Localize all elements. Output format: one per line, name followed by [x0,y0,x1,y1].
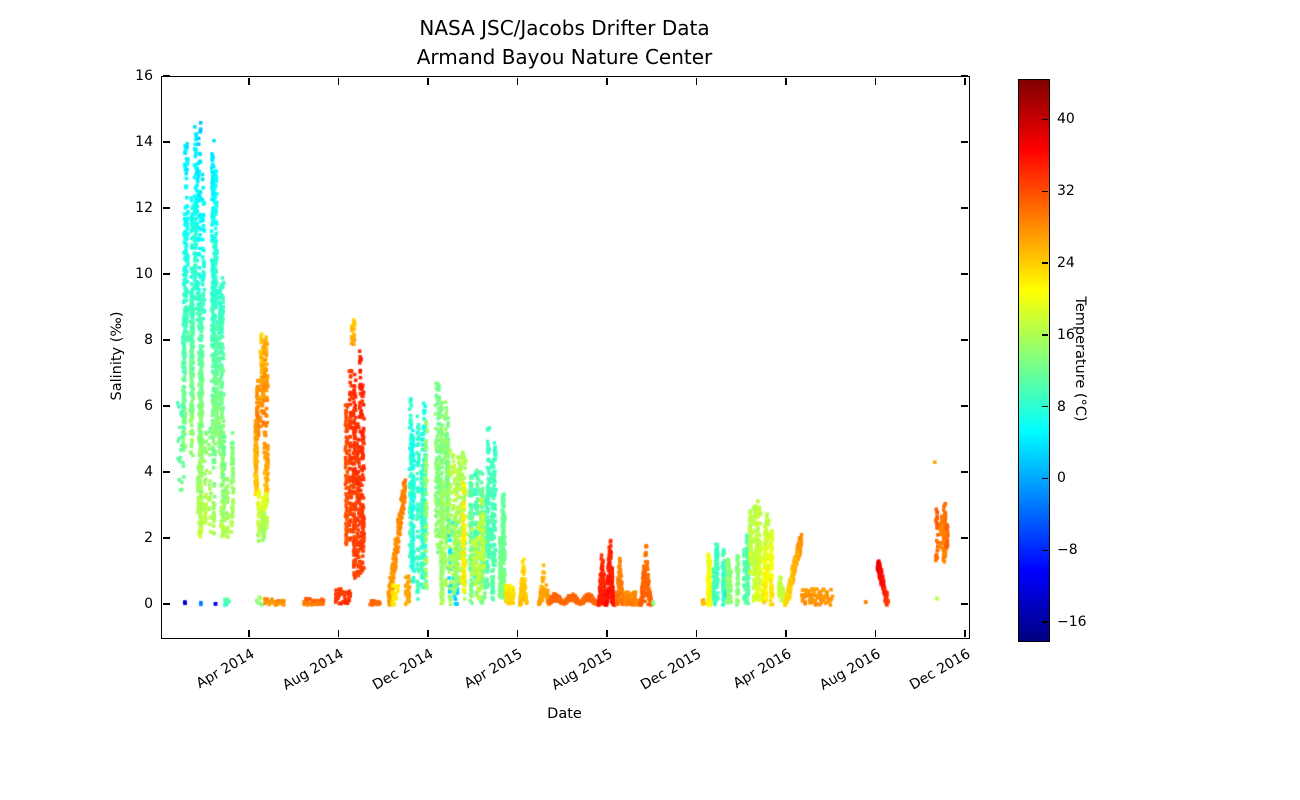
x-tick-label-text: Apr 2014 [193,646,258,693]
y-tick-label: 6 [144,398,153,414]
colorbar-tick-label: 8 [1057,398,1066,415]
y-tick-label: 12 [135,200,153,216]
x-tick [516,630,519,637]
y-tick [162,339,170,341]
y-axis-label: Salinity (‰) [109,311,125,401]
x-tick [785,630,787,637]
colorbar-tick-label: 32 [1057,183,1075,200]
colorbar-tick [1042,190,1048,192]
x-tick-label-text: Dec 2015 [638,646,705,694]
colorbar-tick [1042,262,1048,264]
y-tick [162,471,170,473]
x-axis-label: Date [547,706,582,722]
plot-area [161,76,970,639]
x-tick-top [785,77,787,85]
colorbar-tick-label: 0 [1057,470,1066,487]
y-tick-right [961,207,968,209]
x-tick-label-text: Aug 2014 [280,646,347,694]
x-tick [427,630,429,637]
colorbar [1018,79,1050,642]
y-tick [162,603,170,605]
y-tick-label: 8 [144,332,153,348]
chart-title: NASA JSC/Jacobs Drifter Data Armand Bayo… [161,14,968,72]
y-tick [162,207,170,209]
colorbar-tick-label: −8 [1057,542,1078,559]
chart-title-line1: NASA JSC/Jacobs Drifter Data [419,16,710,40]
y-tick-right [961,471,968,473]
colorbar-tick [1042,621,1048,623]
y-tick [162,75,170,77]
y-tick-right [961,339,968,341]
x-tick [606,630,608,637]
colorbar-tick-label: 24 [1057,255,1075,271]
x-tick [695,630,698,637]
x-tick-top [516,77,519,85]
colorbar-tick-label: −16 [1057,614,1087,631]
x-tick-top [874,77,877,85]
y-tick [162,141,170,143]
x-tick-top [248,77,250,85]
x-tick [964,630,966,637]
scatter-points-canvas [162,77,969,638]
colorbar-tick [1042,118,1048,121]
y-tick-right [961,273,968,275]
y-tick [162,405,170,407]
y-tick-right [961,537,968,539]
y-tick [162,273,170,275]
x-tick-top [427,77,429,85]
x-tick [874,630,877,637]
colorbar-label: Temperature (°C) [1072,296,1088,422]
y-tick-label: 2 [144,530,153,546]
colorbar-tick [1042,549,1048,551]
x-tick-label-text: Dec 2016 [906,646,974,694]
x-tick [248,630,250,637]
x-tick-label-text: Aug 2015 [548,646,616,694]
x-tick [337,630,340,637]
chart-title-line2: Armand Bayou Nature Center [416,45,713,69]
y-tick-right [961,405,968,407]
x-tick-label-text: Apr 2015 [461,646,526,693]
colorbar-tick [1042,334,1048,336]
x-tick-top [695,77,698,85]
x-tick-label-text: Aug 2016 [817,646,884,694]
colorbar-tick-label: 16 [1057,326,1075,343]
y-tick-right [961,75,968,77]
colorbar-tick [1042,477,1048,480]
x-tick-top [964,77,966,85]
y-tick-label: 10 [135,266,153,282]
y-tick-right [961,141,968,143]
y-tick-label: 4 [144,464,153,480]
x-tick-label-text: Dec 2014 [369,646,437,694]
colorbar-tick [1042,405,1048,408]
y-tick-label: 14 [135,134,153,150]
x-tick-label-text: Apr 2016 [730,646,795,693]
y-tick [162,537,170,539]
y-tick-label: 16 [135,68,153,84]
y-tick-label: 0 [144,596,153,612]
colorbar-tick-label: 40 [1057,111,1075,128]
x-tick-top [606,77,608,85]
x-tick-top [337,77,340,85]
y-tick-right [961,603,968,605]
